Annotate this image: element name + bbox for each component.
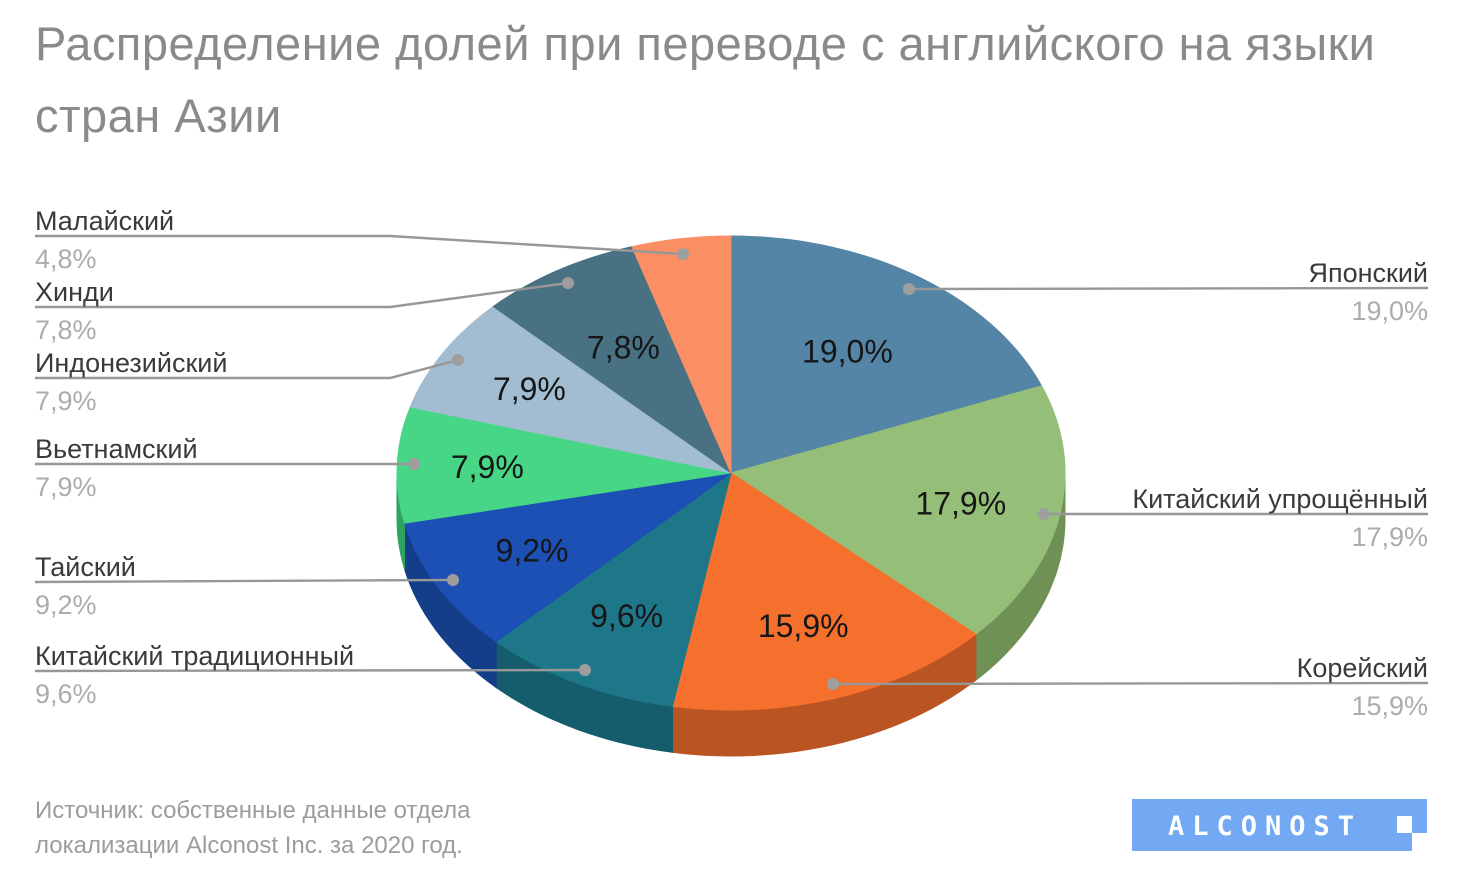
callout-indonesian: Индонезийский 7,9% xyxy=(35,347,227,418)
callout-vietnamese-value: 7,9% xyxy=(35,472,97,502)
pie-value-label-chinese-traditional: 9,6% xyxy=(590,598,663,634)
leader-dot-korean xyxy=(827,678,839,690)
leader-dot-thai xyxy=(447,574,459,586)
callout-vietnamese-label: Вьетнамский xyxy=(35,434,198,464)
leader-dot-japanese xyxy=(903,283,915,295)
pie-slice-chinese-traditional xyxy=(495,471,732,707)
callout-korean-value: 15,9% xyxy=(1351,691,1428,721)
pie-value-label-thai: 9,2% xyxy=(496,533,569,569)
pie-slice-thai xyxy=(403,472,732,643)
leader-dot-vietnamese xyxy=(408,458,420,470)
pie-slice-japanese xyxy=(730,235,1043,474)
callout-japanese: Японский 19,0% xyxy=(1308,257,1428,328)
callout-chinese-simplified: Китайский упрощённый 17,9% xyxy=(1132,483,1428,554)
leader-line-thai xyxy=(34,578,454,584)
pie-value-label-hindi: 7,8% xyxy=(587,330,660,366)
leader-line-indonesian xyxy=(35,358,459,380)
callout-hindi: Хинди 7,8% xyxy=(35,276,114,347)
callout-korean: Корейский 15,9% xyxy=(1297,652,1428,723)
callout-chinese-simplified-label: Китайский упрощённый xyxy=(1132,484,1428,514)
pie-value-label-indonesian: 7,9% xyxy=(493,371,566,407)
pie-slice-indonesian xyxy=(409,305,732,474)
leader-line-malay xyxy=(35,234,684,256)
pie-value-label-japanese: 19,0% xyxy=(802,334,893,370)
callout-hindi-label: Хинди xyxy=(35,277,114,307)
callout-indonesian-value: 7,9% xyxy=(35,386,97,416)
callout-indonesian-label: Индонезийский xyxy=(35,348,228,378)
pie-slice-malay xyxy=(631,235,732,474)
callout-thai: Тайский 9,2% xyxy=(35,551,136,622)
callout-japanese-label: Японский xyxy=(1308,258,1428,288)
callout-chinese-traditional: Китайский традиционный 9,6% xyxy=(35,640,354,711)
callout-chinese-traditional-value: 9,6% xyxy=(35,679,97,709)
callout-japanese-value: 19,0% xyxy=(1351,296,1428,326)
leader-dot-indonesian xyxy=(452,354,464,366)
leader-dot-hindi xyxy=(562,277,574,289)
leader-dot-chinese-traditional xyxy=(579,664,591,676)
source-note-line1: Источник: собственные данные отдела xyxy=(35,797,471,824)
leader-dot-chinese-simplified xyxy=(1038,508,1050,520)
callout-chinese-traditional-label: Китайский традиционный xyxy=(35,641,355,671)
chart-title: Распределение долей при переводе с англи… xyxy=(35,17,1376,142)
leader-line-chinese-traditional xyxy=(34,668,586,673)
pie-slice-hindi xyxy=(492,246,733,475)
source-note-line2: локализации Alconost Inc. за 2020 год. xyxy=(35,832,463,859)
callout-malay-value: 4,8% xyxy=(35,244,97,274)
callout-hindi-value: 7,8% xyxy=(35,315,97,345)
leader-line-japanese xyxy=(908,286,1429,291)
callout-vietnamese: Вьетнамский 7,9% xyxy=(35,433,198,504)
pie-value-label-vietnamese: 7,9% xyxy=(451,449,524,485)
callout-malay: Малайский 4,8% xyxy=(35,205,174,276)
callout-korean-label: Корейский xyxy=(1296,653,1428,683)
leader-dot-malay xyxy=(677,248,689,260)
pie-slice-chinese-simplified xyxy=(729,385,1066,635)
leader-line-hindi xyxy=(35,281,569,309)
callout-thai-label: Тайский xyxy=(35,552,136,582)
callout-malay-label: Малайский xyxy=(35,206,175,236)
pie-slice-korean xyxy=(671,472,977,711)
leader-line-korean xyxy=(832,681,1429,686)
pie-value-label-korean: 15,9% xyxy=(758,608,849,644)
callout-chinese-simplified-value: 17,9% xyxy=(1351,522,1428,552)
callout-thai-value: 9,2% xyxy=(35,590,97,620)
pie-value-label-chinese-simplified: 17,9% xyxy=(915,486,1006,522)
source-note: Источник: собственные данные отдела лока… xyxy=(35,793,471,863)
